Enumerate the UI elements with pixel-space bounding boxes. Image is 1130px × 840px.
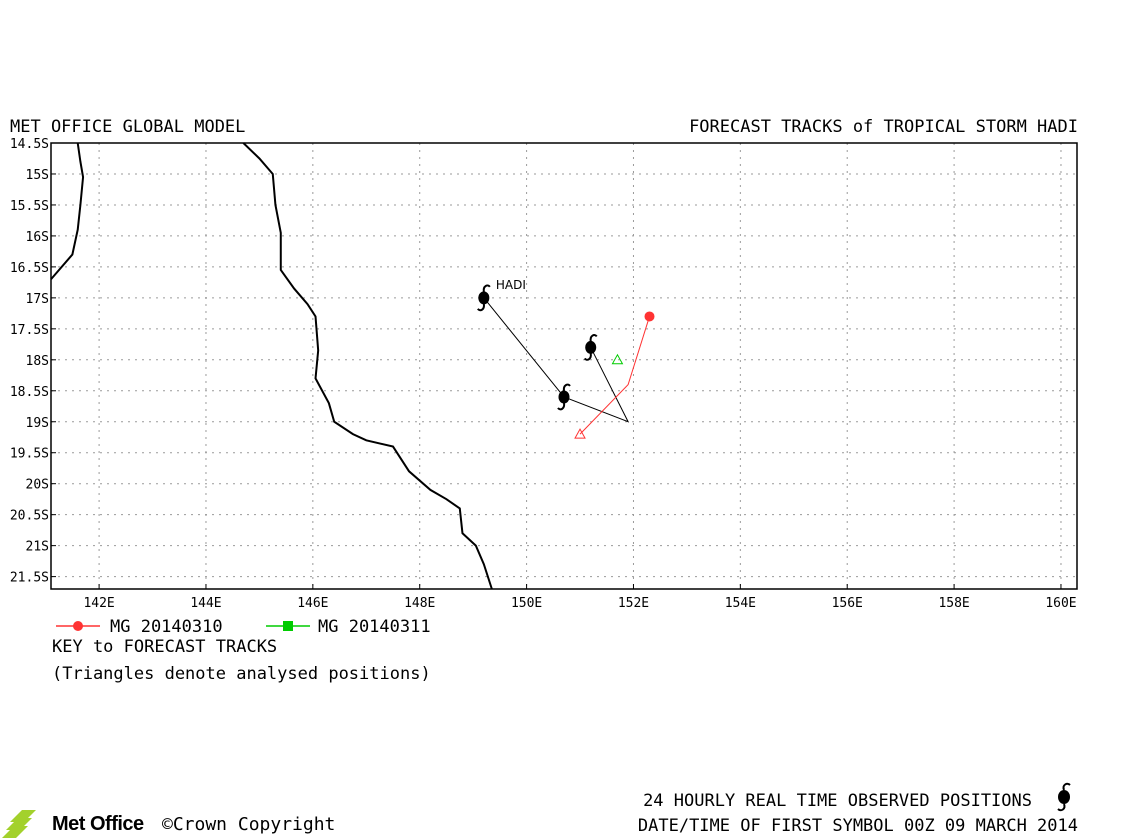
lat-tick-label: 15S xyxy=(26,168,49,183)
coastline xyxy=(50,142,85,280)
lon-tick-label: 156E xyxy=(832,596,863,611)
lon-tick-label: 154E xyxy=(725,596,756,611)
met-office-logo-icon xyxy=(2,810,36,838)
legend-circle-marker xyxy=(73,621,83,631)
lon-tick-label: 158E xyxy=(938,596,969,611)
legend-key-note: (Triangles denote analysed positions) xyxy=(52,664,431,684)
lon-tick-label: 160E xyxy=(1045,596,1076,611)
lon-tick-label: 146E xyxy=(297,596,328,611)
observed-track-line xyxy=(483,297,630,423)
lat-tick-label: 21S xyxy=(26,540,49,555)
lat-tick-label: 19S xyxy=(26,416,49,431)
lat-tick-label: 19.5S xyxy=(10,447,49,462)
map-frame xyxy=(50,142,1078,590)
legend-entry-label: MG 20140310 xyxy=(110,617,223,637)
forecast-end-marker xyxy=(644,311,655,322)
lat-tick-label: 17.5S xyxy=(10,323,49,338)
lat-tick-label: 18.5S xyxy=(10,385,49,400)
coastline xyxy=(242,142,493,590)
lon-tick-label: 144E xyxy=(190,596,221,611)
lon-tick-label: 152E xyxy=(618,596,649,611)
cyclone-symbol-icon xyxy=(583,334,598,361)
lat-tick-label: 21.5S xyxy=(10,571,49,586)
lat-tick-label: 20S xyxy=(26,478,49,493)
lat-tick-label: 20.5S xyxy=(10,509,49,524)
storm-name-label: HADI xyxy=(496,278,526,292)
legend-square-marker xyxy=(283,621,293,631)
analysed-position-triangle xyxy=(611,353,624,365)
lat-tick-label: 17S xyxy=(26,292,49,307)
lat-tick-label: 16.5S xyxy=(10,261,49,276)
observed-positions-note: 24 HOURLY REAL TIME OBSERVED POSITIONS xyxy=(643,791,1032,811)
lat-tick-label: 15.5S xyxy=(10,199,49,214)
lat-tick-label: 18S xyxy=(26,354,49,369)
cyclone-symbol-icon xyxy=(477,284,491,312)
legend-entry-label: MG 20140311 xyxy=(318,617,431,637)
copyright-text: ©Crown Copyright xyxy=(162,814,336,835)
chart-title: FORECAST TRACKS of TROPICAL STORM HADI xyxy=(689,117,1078,137)
lon-tick-label: 142E xyxy=(83,596,114,611)
lat-tick-label: 16S xyxy=(26,230,49,245)
lat-tick-label: 14.5S xyxy=(10,137,49,152)
met-office-logo-text: Met Office xyxy=(52,813,144,835)
hurricane-symbol-icon xyxy=(1057,782,1071,812)
analysed-position-triangle xyxy=(574,428,586,439)
lon-tick-label: 148E xyxy=(404,596,435,611)
lon-tick-label: 150E xyxy=(511,596,542,611)
first-symbol-datetime: DATE/TIME OF FIRST SYMBOL 00Z 09 MARCH 2… xyxy=(637,816,1078,836)
forecast-track-line xyxy=(579,316,650,435)
model-title: MET OFFICE GLOBAL MODEL xyxy=(10,117,246,137)
legend-key-title: KEY to FORECAST TRACKS xyxy=(52,637,278,657)
cyclone-symbol-icon xyxy=(557,383,571,411)
